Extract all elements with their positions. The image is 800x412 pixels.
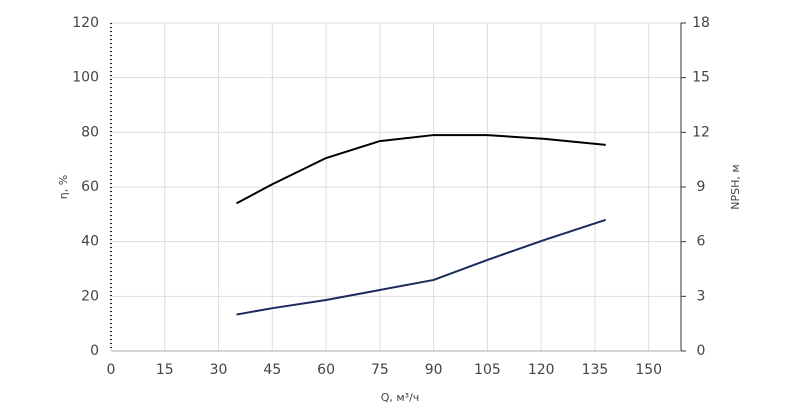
y-tick-label: 100 (72, 70, 99, 86)
y2-tick-label: 18 (692, 15, 710, 31)
x-tick-label: 30 (210, 362, 228, 378)
x-tick-label: 120 (528, 362, 555, 378)
y-tick-label: 60 (81, 179, 99, 195)
line (236, 218, 607, 316)
x-tick-label: 105 (474, 362, 501, 378)
x-axis-label: Q, м³/ч (381, 391, 420, 404)
line (236, 134, 606, 205)
y-tick-label: 20 (81, 288, 99, 304)
y2-tick-label: 12 (692, 124, 710, 140)
y2-tick-label: 15 (692, 70, 710, 86)
x-tick-label: 75 (371, 362, 389, 378)
y2-tick-label: 3 (697, 288, 706, 304)
y2-tick-label: 0 (697, 343, 706, 359)
x-tick-label: 60 (317, 362, 335, 378)
y2-axis-label: NPSH, м (729, 164, 742, 209)
y2-tick-label: 9 (697, 179, 706, 195)
y-tick-label: 40 (81, 234, 99, 250)
y-tick-label: 120 (72, 15, 99, 31)
x-tick-label: 45 (263, 362, 281, 378)
y-tick-label: 80 (81, 124, 99, 140)
x-tick-label: 135 (582, 362, 609, 378)
x-tick-label: 0 (107, 362, 116, 378)
y-tick-label: 0 (90, 343, 99, 359)
x-tick-label: 150 (635, 362, 662, 378)
x-tick-label: 15 (156, 362, 174, 378)
x-tick-label: 90 (425, 362, 443, 378)
y2-tick-label: 6 (697, 234, 706, 250)
y-axis-label: η, % (57, 175, 70, 199)
